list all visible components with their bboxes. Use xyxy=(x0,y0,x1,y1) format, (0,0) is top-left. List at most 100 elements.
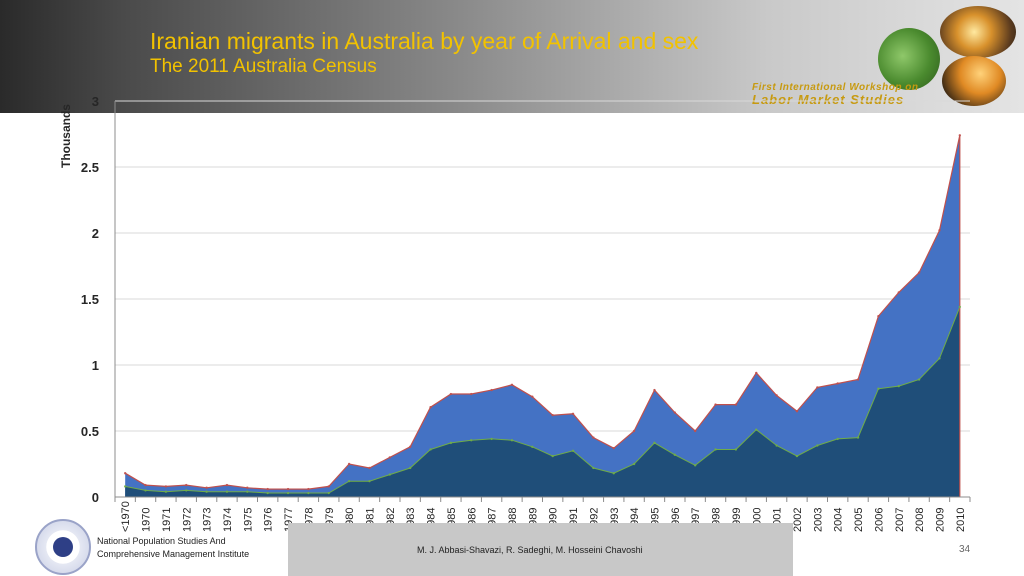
data-point-total xyxy=(775,394,778,397)
slide-subtitle: The 2011 Australia Census xyxy=(150,55,377,77)
data-point-lower xyxy=(734,448,738,451)
data-point-total xyxy=(327,485,330,488)
area-total xyxy=(125,135,960,498)
data-point-total xyxy=(164,485,168,488)
data-point-lower xyxy=(917,378,921,381)
data-point-lower xyxy=(856,436,860,439)
institute-line2: Comprehensive Management Institute xyxy=(97,549,250,560)
data-point-lower xyxy=(286,491,290,495)
title-block: Iranian migrants in Australia by year of… xyxy=(150,28,698,78)
data-point-lower xyxy=(470,439,473,442)
y-tick-label: 1.5 xyxy=(81,292,99,307)
data-point-total xyxy=(347,462,351,466)
workshop-line1: First International Workshop on xyxy=(752,82,919,93)
x-tick-label: 1971 xyxy=(161,508,173,532)
data-point-total xyxy=(856,378,860,381)
data-point-total xyxy=(225,483,229,487)
farm-photo xyxy=(878,28,940,90)
x-tick-label: 1973 xyxy=(202,508,214,532)
data-point-total xyxy=(551,413,554,417)
data-point-total xyxy=(592,436,595,439)
data-point-lower xyxy=(307,491,310,495)
data-point-lower xyxy=(877,387,880,390)
data-point-lower xyxy=(816,444,819,447)
y-tick-label: 1 xyxy=(92,358,99,373)
x-tick-label: 2007 xyxy=(894,508,906,532)
data-point-total xyxy=(958,134,962,137)
data-point-total xyxy=(510,383,514,386)
institute-name: National Population Studies And Comprehe… xyxy=(97,535,249,561)
authors: M. J. Abbasi-Shavazi, R. Sadeghi, M. Hos… xyxy=(417,545,643,555)
data-point-lower xyxy=(510,439,514,442)
data-point-lower xyxy=(714,448,717,451)
data-point-total xyxy=(449,392,453,396)
workshop-banner: First International Workshop on Labor Ma… xyxy=(752,82,918,107)
x-tick-label: 2004 xyxy=(833,508,845,532)
x-tick-label: 2010 xyxy=(955,508,967,532)
area-lower xyxy=(125,306,960,497)
data-point-lower xyxy=(958,305,962,309)
x-tick-label: 2002 xyxy=(792,508,804,532)
data-point-total xyxy=(307,487,310,491)
data-point-total xyxy=(246,486,249,489)
data-point-total xyxy=(673,411,677,414)
data-point-total xyxy=(286,487,290,491)
data-point-lower xyxy=(673,453,677,456)
data-point-total xyxy=(144,483,147,487)
y-tick-label: 2.5 xyxy=(81,160,99,175)
data-point-lower xyxy=(571,449,575,452)
data-point-lower xyxy=(225,490,229,493)
logo-emblem xyxy=(53,537,73,557)
y-tick-label: 0 xyxy=(92,490,99,505)
slide-title: Iranian migrants in Australia by year of… xyxy=(150,28,699,54)
data-point-total xyxy=(266,487,269,491)
data-point-lower xyxy=(123,485,127,488)
workshop-line2: Labor Market Studies xyxy=(752,92,905,107)
x-tick-label: 1975 xyxy=(242,508,254,532)
data-point-lower xyxy=(490,437,493,441)
header-banner xyxy=(0,0,1024,113)
data-point-lower xyxy=(795,454,799,458)
data-point-total xyxy=(123,472,127,475)
data-point-lower xyxy=(938,357,941,360)
data-point-lower xyxy=(185,489,188,492)
data-point-total xyxy=(185,483,188,487)
data-point-total xyxy=(612,446,615,450)
data-point-lower xyxy=(632,462,636,466)
data-point-lower xyxy=(531,445,534,449)
data-point-lower xyxy=(897,384,900,388)
data-point-total xyxy=(632,429,636,433)
data-point-lower xyxy=(144,489,147,492)
data-point-lower xyxy=(408,466,412,470)
x-tick-label: 1976 xyxy=(263,508,275,532)
area-lower-edge xyxy=(125,306,961,494)
data-point-total xyxy=(693,429,697,433)
data-point-lower xyxy=(775,444,778,447)
data-point-total xyxy=(388,456,392,459)
data-point-total xyxy=(795,410,799,413)
x-tick-label: 2008 xyxy=(914,508,926,532)
data-point-lower xyxy=(266,491,269,495)
data-point-total xyxy=(897,291,900,294)
data-point-lower xyxy=(836,437,839,441)
data-point-lower xyxy=(205,490,208,493)
data-point-total xyxy=(470,392,473,396)
footer-bar xyxy=(288,523,793,576)
data-point-total xyxy=(836,382,839,385)
data-point-total xyxy=(653,388,656,392)
data-point-lower xyxy=(388,473,392,476)
data-point-total xyxy=(917,271,921,274)
data-point-lower xyxy=(653,441,656,445)
data-point-lower xyxy=(693,464,697,467)
x-tick-label: 2005 xyxy=(853,508,865,532)
y-tick-label: 2 xyxy=(92,226,99,241)
data-point-lower xyxy=(592,466,595,470)
data-point-lower xyxy=(449,441,453,445)
data-point-lower xyxy=(755,428,758,431)
x-tick-label: 2003 xyxy=(812,508,824,532)
data-point-total xyxy=(816,386,819,389)
data-point-lower xyxy=(429,448,432,451)
data-point-lower xyxy=(327,491,330,495)
data-point-total xyxy=(531,395,534,398)
